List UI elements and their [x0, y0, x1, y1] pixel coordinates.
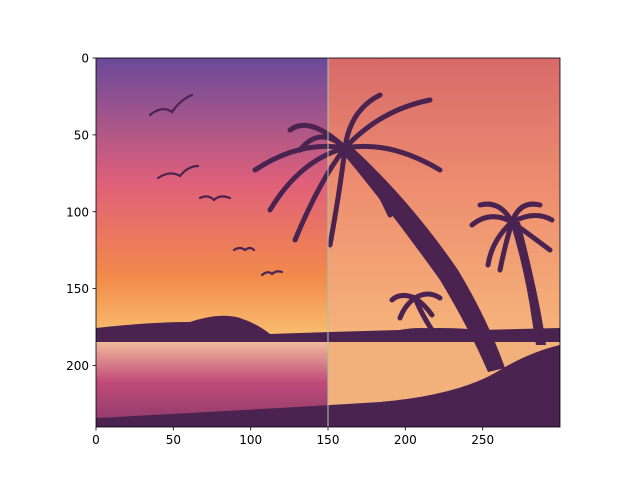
small-palm — [389, 291, 443, 333]
image-content — [96, 58, 560, 427]
x-tick-label: 0 — [92, 433, 100, 447]
y-tick-label: 100 — [66, 205, 89, 219]
y-tick-label: 50 — [74, 128, 89, 142]
y-tick-label: 150 — [66, 282, 89, 296]
small-island — [395, 328, 450, 334]
right-sky — [328, 58, 560, 338]
y-axis: 0 50 100 150 200 — [66, 52, 96, 373]
y-tick-label: 0 — [81, 52, 89, 66]
foreground-shore — [96, 345, 560, 427]
bird — [148, 93, 194, 117]
bird — [198, 195, 232, 202]
birds — [148, 93, 284, 277]
bird — [232, 246, 256, 252]
right-palm-trunk — [510, 222, 546, 345]
x-tick-label: 150 — [317, 433, 340, 447]
distant-hills — [96, 315, 560, 342]
bird — [260, 270, 284, 277]
x-tick-label: 200 — [394, 433, 417, 447]
big-palm-fronds — [252, 92, 443, 248]
bird — [156, 164, 200, 180]
x-tick-label: 50 — [166, 433, 181, 447]
right-palm-fronds — [469, 201, 555, 273]
x-tick-label: 100 — [239, 433, 262, 447]
big-palm-trunk — [340, 145, 505, 372]
x-axis: 0 50 100 150 200 250 — [92, 427, 494, 447]
x-tick-label: 250 — [471, 433, 494, 447]
y-tick-label: 200 — [66, 359, 89, 373]
